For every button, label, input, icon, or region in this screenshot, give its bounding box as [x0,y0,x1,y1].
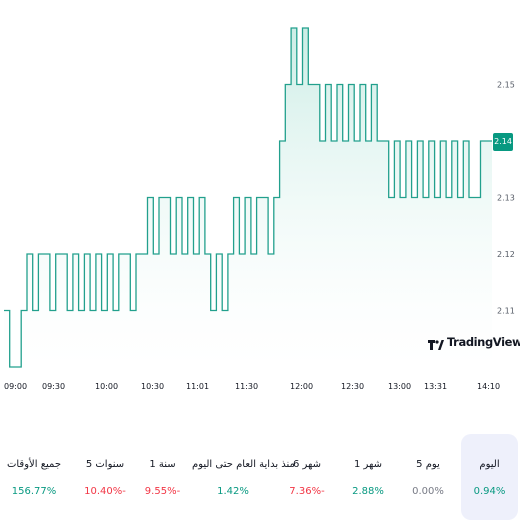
x-tick-label: 13:00 [388,382,411,391]
tradingview-logo-text: TradingView [447,335,520,349]
x-tick-label: 10:00 [95,382,118,391]
period-tab[interactable]: منذ بداية العام حتى اليوم 1.42% [192,434,295,520]
period-change-value: 9.55%- [144,486,181,497]
period-label: 5 سنوات [85,459,125,470]
period-label: منذ بداية العام حتى اليوم [192,459,295,470]
performance-periods: اليوم 0.94% 5 يوم 0.00% 1 شهر 2.88% 6 شهر 7.36%… [0,434,520,520]
period-label: اليوم [479,459,500,470]
period-label: 1 سنة [149,459,176,470]
x-tick-label: 12:00 [290,382,313,391]
period-tab[interactable]: 5 يوم 0.00% [404,434,452,520]
x-tick-label: 12:30 [341,382,364,391]
period-change-value: 1.42% [217,486,249,497]
period-change-value: 7.36%- [289,486,325,497]
period-change-value: 156.77% [11,486,57,497]
price-series-line[interactable] [4,27,492,368]
y-tick-label: 2.11 [497,307,515,316]
tradingview-logo[interactable]: TradingView [428,335,520,350]
period-change-value: 2.88% [352,486,384,497]
period-tab[interactable]: 1 سنة 9.55%- [140,434,185,520]
last-price-tag: 2.14 [493,133,513,151]
period-tab[interactable]: 6 شهر 7.36%- [282,434,332,520]
x-tick-label: 09:30 [42,382,65,391]
x-tick-label: 09:00 [4,382,27,391]
x-tick-label: 11:01 [186,382,209,391]
period-tab[interactable]: جميع الأوقات 156.77% [5,434,63,520]
tradingview-logo-icon [428,336,444,350]
x-tick-label: 13:31 [424,382,447,391]
period-change-value: 10.40%- [84,486,126,497]
y-tick-label: 2.13 [497,194,515,203]
x-tick-label: 11:30 [235,382,258,391]
period-label: جميع الأوقات [6,459,62,470]
x-tick-label: 10:30 [141,382,164,391]
period-change-value: 0.94% [473,486,506,497]
period-label: 6 شهر [292,459,322,470]
period-change-value: 0.00% [412,486,444,497]
period-label: 1 شهر [353,459,383,470]
x-tick-label: 14:10 [477,382,500,391]
y-tick-label: 2.15 [497,81,515,90]
period-tab[interactable]: 1 شهر 2.88% [343,434,393,520]
period-tab[interactable]: اليوم 0.94% [461,434,518,520]
period-tab[interactable]: 5 سنوات 10.40%- [80,434,130,520]
price-chart[interactable]: 2.15 2.13 2.12 2.11 09:00 09:30 10:00 10:30 11:… [0,0,520,400]
y-tick-label: 2.12 [497,250,515,259]
chart-canvas[interactable]: 2.15 2.13 2.12 2.11 09:00 09:30 10:00 10:30 11:… [0,0,520,400]
period-label: 5 يوم [416,459,440,470]
